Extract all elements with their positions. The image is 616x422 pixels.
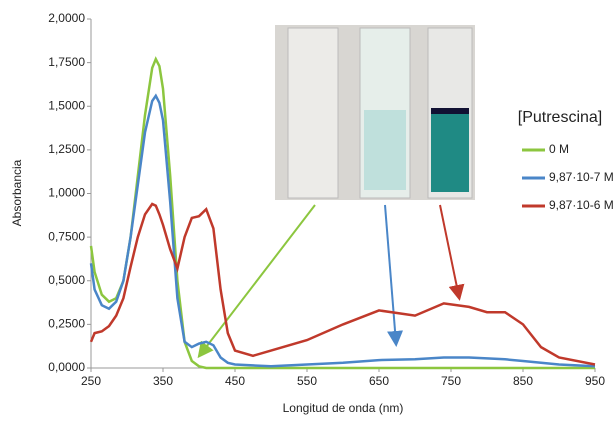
legend-label: 9,87·10-7 M (549, 170, 614, 184)
x-tick-label: 750 (441, 374, 461, 388)
y-tick-label: 1,2500 (48, 142, 85, 156)
legend-label: 0 M (549, 142, 569, 156)
x-tick-label: 450 (225, 374, 245, 388)
y-tick-label: 0,7500 (48, 229, 85, 243)
legend-label: 9,87·10-6 M (549, 198, 614, 212)
y-tick-label: 1,0000 (48, 186, 85, 200)
legend-title: [Putrescina] (518, 109, 602, 126)
arrow (439, 204, 465, 301)
series-line (89, 93, 596, 368)
y-tick-label: 0,5000 (48, 273, 85, 287)
y-tick-label: 0,0000 (48, 360, 85, 374)
x-tick-label: 250 (81, 374, 101, 388)
x-axis-label: Longitud de onda (nm) (283, 401, 404, 415)
x-tick-label: 350 (153, 374, 173, 388)
x-tick-label: 650 (369, 374, 389, 388)
y-tick-label: 2,0000 (48, 11, 85, 25)
y-tick-label: 0,2500 (48, 317, 85, 331)
arrow (384, 204, 404, 347)
x-tick-label: 950 (585, 374, 605, 388)
series-line (89, 202, 596, 366)
arrow (197, 204, 316, 359)
y-tick-label: 1,7500 (48, 55, 85, 69)
y-tick-label: 1,5000 (48, 98, 85, 112)
cuvette-photo (275, 25, 475, 200)
y-axis-label: Absorbancia (10, 159, 24, 226)
x-tick-label: 550 (297, 374, 317, 388)
x-tick-label: 850 (513, 374, 533, 388)
